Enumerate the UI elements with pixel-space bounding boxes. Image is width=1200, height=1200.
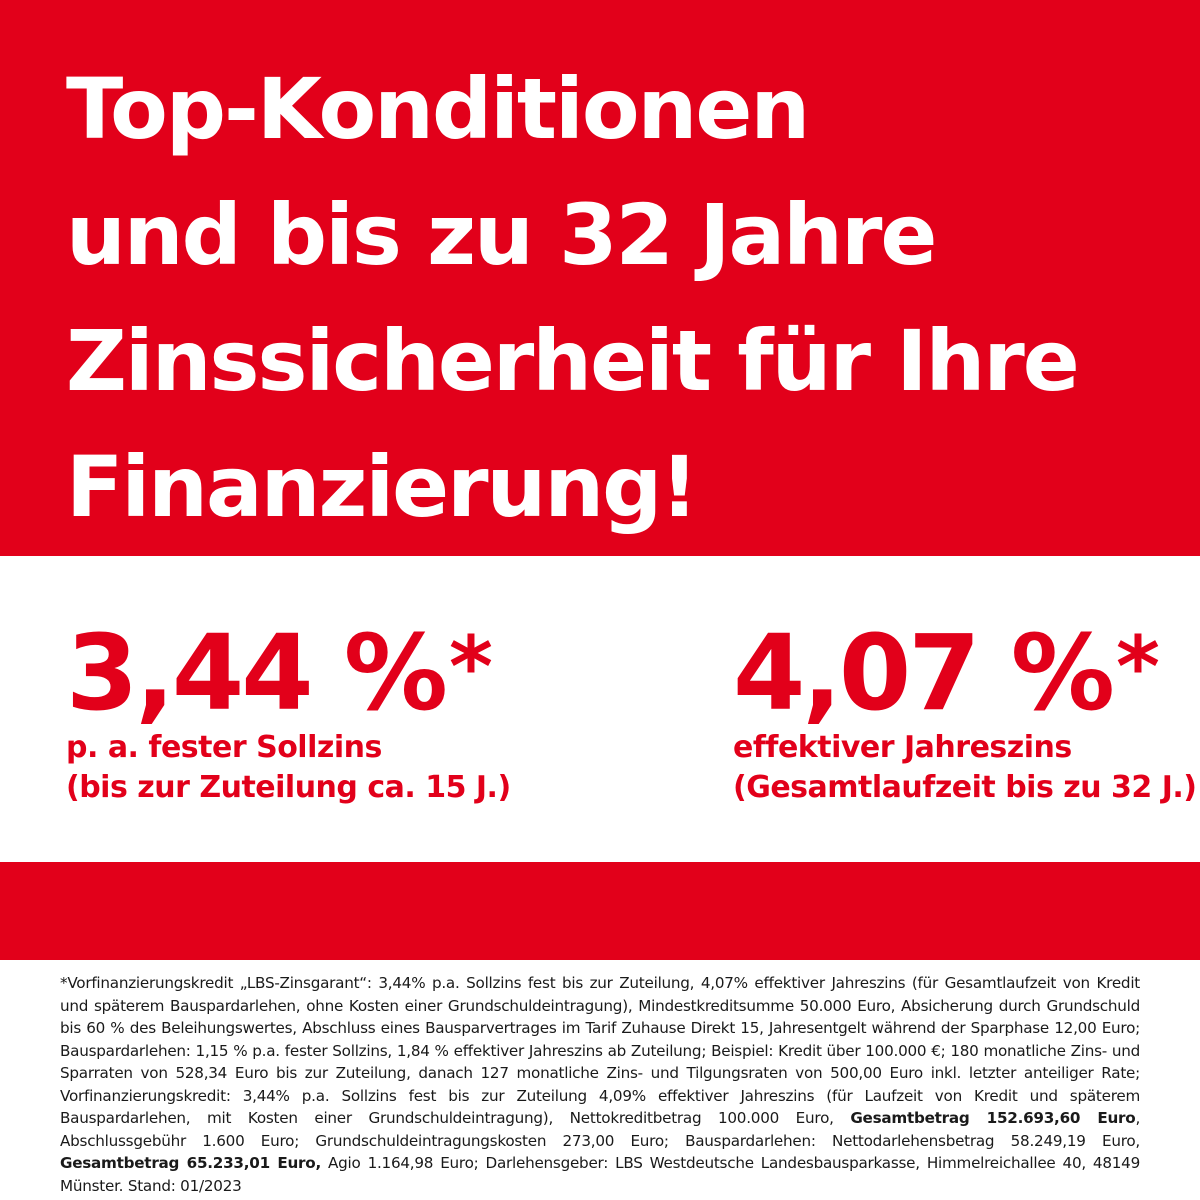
- borrowing-rate-asterisk: *: [449, 618, 493, 716]
- borrowing-rate-label: p. a. fester Sollzins: [66, 730, 382, 765]
- borrowing-rate-block: 3,44 %* p. a. fester Sollzins (bis zur Z…: [66, 618, 511, 808]
- footnote-text-1: *Vorfinanzierungskredit „LBS-Zinsgarant“…: [60, 974, 1140, 1127]
- footnote-total-amount-1: Gesamtbetrag 152.693,60 Euro: [850, 1109, 1136, 1127]
- footnote-total-amount-2: Gesamtbetrag 65.233,01 Euro,: [60, 1154, 322, 1172]
- legal-footnote: *Vorfinanzierungskredit „LBS-Zinsgarant“…: [60, 972, 1140, 1197]
- borrowing-rate-number: 3,44 %: [66, 612, 448, 734]
- borrowing-rate-note: (bis zur Zuteilung ca. 15 J.): [66, 770, 511, 805]
- headline-line-1: Top-Konditionen: [66, 60, 810, 158]
- rates-section: 3,44 %* p. a. fester Sollzins (bis zur Z…: [0, 556, 1200, 862]
- headline-banner: [0, 0, 1200, 556]
- headline-line-3: Zinssicherheit für Ihre: [66, 312, 1080, 410]
- effective-rate-value: 4,07 %*: [733, 618, 1196, 728]
- effective-rate-block: 4,07 %* effektiver Jahreszins (Gesamtlau…: [733, 618, 1197, 808]
- footnote-text-2: , Abschlussgebühr 1.600 Euro; Grundschul…: [60, 1109, 1141, 1150]
- borrowing-rate-value: 3,44 %*: [66, 618, 511, 728]
- headline-line-2: und bis zu 32 Jahre: [66, 186, 937, 284]
- effective-rate-label: effektiver Jahreszins: [733, 730, 1072, 765]
- headline-line-4: Finanzierung!: [66, 438, 699, 536]
- footnote-text-3: Agio 1.164,98 Euro; Darlehensgeber: LBS …: [60, 1154, 1140, 1195]
- effective-rate-note: (Gesamtlaufzeit bis zu 32 J.): [733, 770, 1197, 805]
- decorative-red-band: [0, 862, 1200, 960]
- headline: Top-Konditionen und bis zu 32 Jahre Zins…: [66, 46, 1176, 550]
- effective-rate-number: 4,07 %: [733, 612, 1115, 734]
- effective-rate-asterisk: *: [1116, 618, 1160, 716]
